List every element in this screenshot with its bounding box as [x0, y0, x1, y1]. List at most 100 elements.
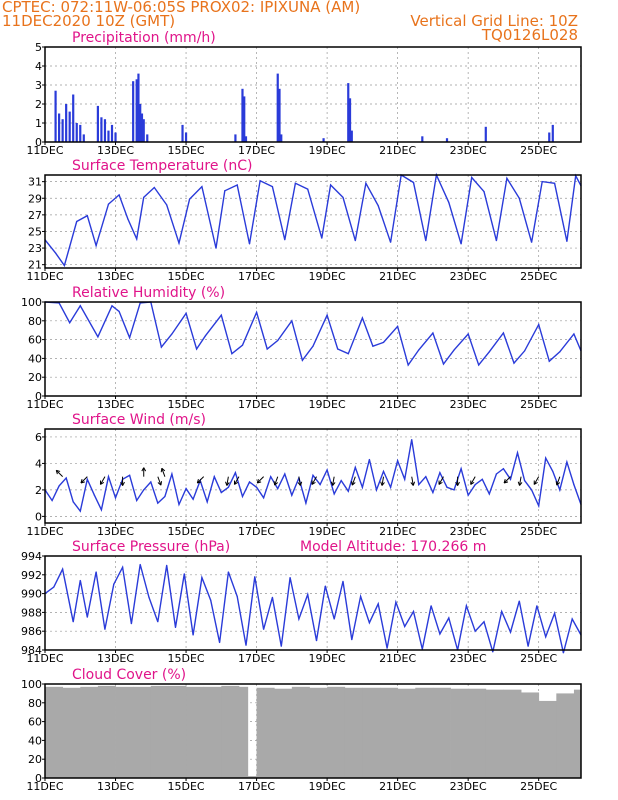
wind-arrow-head: [297, 481, 303, 486]
x-tick-label: 15DEC: [167, 144, 204, 157]
data-point: [483, 191, 485, 193]
data-point: [315, 640, 318, 642]
precip-bar: [65, 104, 68, 142]
data-point: [157, 621, 159, 623]
data-point: [307, 593, 309, 596]
wind-arrow-head: [141, 467, 147, 472]
data-point: [95, 571, 97, 573]
precip-bar: [548, 132, 551, 142]
data-point: [411, 438, 413, 441]
data-point: [79, 579, 81, 582]
data-point: [248, 481, 251, 483]
data-point: [474, 484, 476, 486]
data-point: [236, 184, 238, 186]
data-point: [305, 502, 307, 504]
x-tick-label: 25DEC: [520, 652, 557, 665]
y-tick-label: 80: [28, 697, 42, 710]
cloud-bar: [256, 687, 275, 778]
data-point: [143, 489, 145, 491]
data-point: [192, 634, 194, 636]
wind-arrow-head: [80, 479, 85, 484]
y-tick-label: 100: [21, 678, 42, 691]
data-point: [284, 239, 286, 241]
precip-bar: [234, 134, 237, 142]
precip-bar: [135, 79, 138, 142]
cloud-bar: [538, 700, 557, 778]
y-tick-label: 0: [35, 510, 42, 523]
data-point: [312, 345, 314, 347]
precip-bar: [241, 88, 244, 142]
precip-bar: [75, 123, 78, 142]
data-point: [121, 566, 124, 568]
data-point: [319, 484, 321, 486]
data-point: [153, 186, 155, 189]
wind-arrow: [55, 469, 63, 478]
data-point: [204, 335, 207, 337]
cloud-bar: [150, 685, 169, 778]
cloud-bar: [327, 686, 346, 778]
data-point: [453, 349, 455, 351]
y-tick-label: 2: [35, 484, 42, 497]
x-tick-label: 17DEC: [238, 270, 275, 283]
data-point: [368, 622, 371, 624]
precip-bar: [244, 136, 248, 142]
data-point: [166, 204, 168, 206]
y-tick-label: 0: [35, 390, 42, 403]
wind-arrow: [503, 476, 511, 484]
cloud-bar: [274, 688, 293, 778]
y-tick-label: 6: [35, 431, 42, 444]
precip-bar: [139, 104, 142, 142]
data-point: [501, 610, 503, 613]
data-point: [271, 596, 274, 598]
y-tick-label: 20: [28, 371, 42, 384]
data-point: [263, 628, 265, 630]
y-tick-label: 27: [28, 209, 42, 222]
y-tick-label: 0: [35, 136, 42, 149]
data-point: [266, 348, 268, 350]
data-point: [360, 595, 362, 598]
x-tick-label: 19DEC: [309, 270, 346, 283]
precip-bar: [484, 126, 487, 142]
data-point: [386, 647, 388, 649]
wind-arrow: [311, 476, 317, 485]
data-point: [157, 502, 159, 504]
data-point: [337, 348, 339, 350]
data-point: [492, 651, 494, 653]
y-tick-label: 20: [28, 753, 42, 766]
x-tick-label: 15DEC: [167, 525, 204, 538]
data-point: [58, 485, 60, 487]
data-point: [531, 241, 533, 243]
data-point: [478, 364, 480, 366]
data-point: [395, 601, 397, 603]
x-tick-label: 21DEC: [379, 652, 416, 665]
x-tick-label: 15DEC: [167, 398, 204, 411]
precip-bar: [54, 90, 57, 142]
data-point: [483, 621, 485, 623]
data-point: [51, 499, 53, 502]
data-point: [333, 493, 335, 495]
data-point: [516, 452, 519, 454]
data-point: [220, 491, 222, 494]
wind-arrow: [332, 476, 335, 486]
data-point: [453, 489, 455, 491]
data-point: [280, 645, 282, 647]
data-point: [538, 505, 540, 507]
x-tick-label: 11DEC: [26, 525, 63, 538]
data-point: [460, 468, 462, 470]
wind-arrow-head: [120, 481, 125, 486]
data-point: [404, 478, 406, 480]
cloud-bar: [97, 685, 116, 778]
wind-arrow-head: [380, 481, 385, 486]
data-point: [523, 350, 526, 352]
precip-bar: [82, 134, 85, 142]
y-tick-label: 31: [28, 176, 42, 189]
y-tick-label: 4: [35, 60, 42, 73]
x-tick-label: 21DEC: [379, 525, 416, 538]
wind-arrow-head: [160, 467, 166, 473]
x-tick-label: 17DEC: [238, 652, 275, 665]
data-point: [86, 215, 88, 217]
y-tick-label: 40: [28, 352, 42, 365]
data-point: [412, 610, 415, 613]
data-point: [86, 478, 88, 480]
data-point: [241, 344, 244, 346]
